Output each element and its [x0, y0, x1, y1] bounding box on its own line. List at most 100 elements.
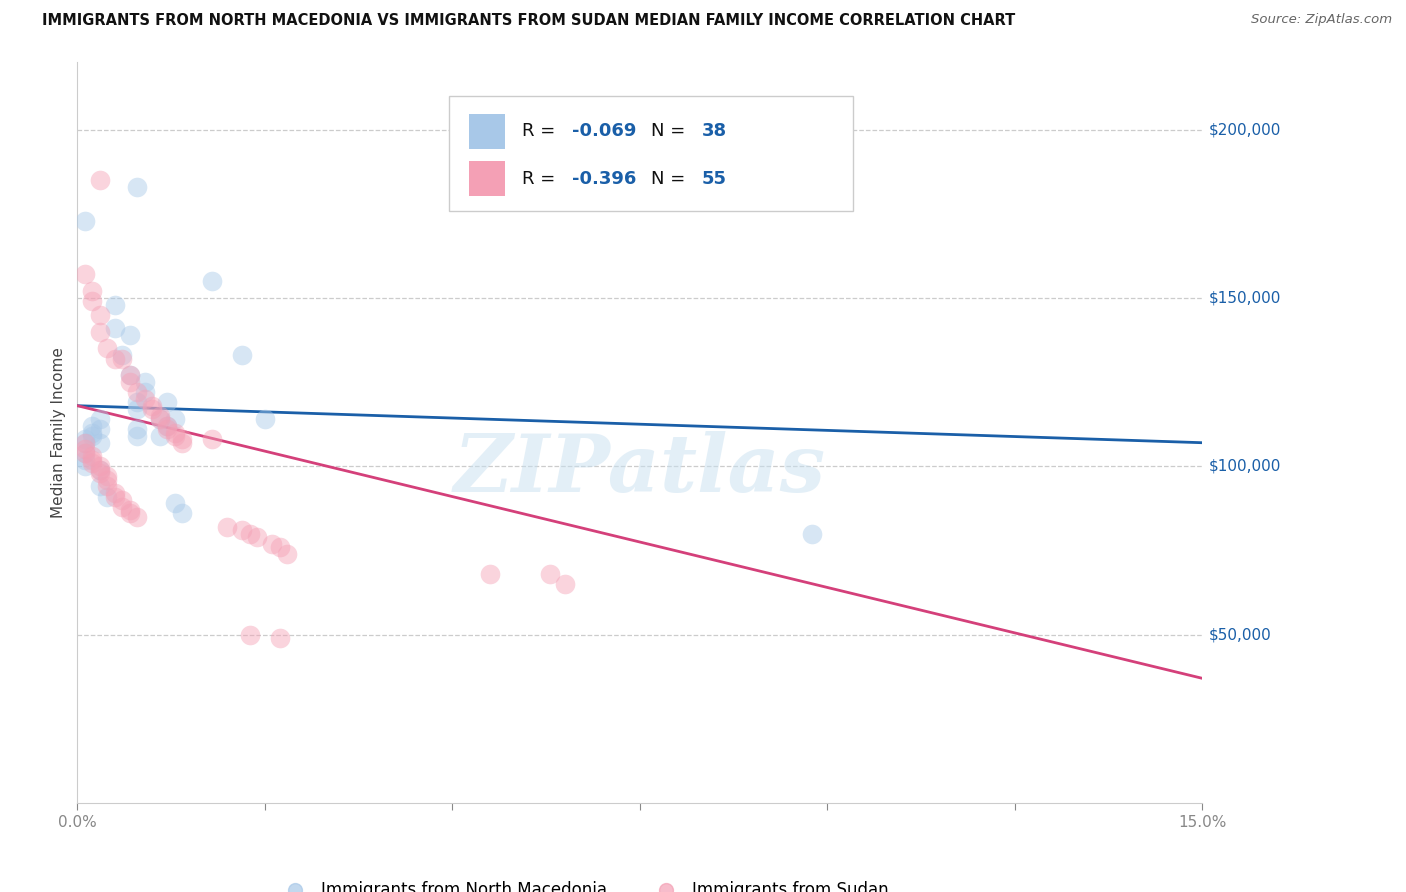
Point: [127, 395, 149, 409]
Point: [89, 412, 111, 426]
Point: [201, 274, 224, 288]
Y-axis label: Median Family Income: Median Family Income: [51, 347, 66, 518]
Point: [141, 402, 163, 417]
FancyBboxPatch shape: [449, 95, 853, 211]
Point: [82, 452, 104, 467]
Point: [163, 496, 186, 510]
Point: [239, 627, 262, 641]
Point: [127, 180, 149, 194]
Point: [127, 402, 149, 417]
Point: [104, 321, 127, 335]
Point: [801, 526, 824, 541]
Point: [82, 449, 104, 463]
Point: [73, 442, 96, 457]
Point: [149, 429, 172, 443]
Point: [156, 418, 179, 433]
Point: [89, 459, 111, 474]
Point: [82, 418, 104, 433]
Point: [104, 486, 127, 500]
Point: [111, 500, 134, 514]
Point: [82, 425, 104, 440]
Point: [156, 422, 179, 436]
Legend: Immigrants from North Macedonia, Immigrants from Sudan: Immigrants from North Macedonia, Immigra…: [271, 874, 896, 892]
Point: [89, 463, 111, 477]
Point: [73, 459, 96, 474]
Point: [73, 435, 96, 450]
Point: [118, 507, 141, 521]
Point: [269, 631, 291, 645]
Point: [134, 392, 156, 406]
Point: [118, 368, 141, 383]
Point: [82, 456, 104, 470]
Point: [89, 325, 111, 339]
Text: R =: R =: [522, 122, 561, 140]
Point: [118, 503, 141, 517]
Point: [554, 577, 576, 591]
Text: $200,000: $200,000: [1209, 122, 1281, 137]
Point: [149, 412, 172, 426]
Point: [96, 490, 118, 504]
Point: [127, 509, 149, 524]
Text: R =: R =: [522, 169, 561, 187]
Point: [104, 490, 127, 504]
Point: [118, 368, 141, 383]
Point: [111, 348, 134, 362]
Point: [96, 342, 118, 356]
Point: [478, 566, 501, 581]
Point: [127, 429, 149, 443]
Point: [89, 173, 111, 187]
Point: [89, 466, 111, 480]
Point: [104, 298, 127, 312]
Point: [217, 520, 239, 534]
FancyBboxPatch shape: [468, 113, 505, 149]
Point: [172, 507, 194, 521]
Text: -0.396: -0.396: [572, 169, 637, 187]
Point: [73, 435, 96, 450]
Point: [172, 435, 194, 450]
Point: [96, 473, 118, 487]
Point: [118, 375, 141, 389]
Point: [201, 433, 224, 447]
Point: [246, 530, 269, 544]
Point: [73, 446, 96, 460]
Point: [96, 479, 118, 493]
Point: [89, 463, 111, 477]
Point: [231, 523, 253, 537]
Text: N =: N =: [651, 169, 690, 187]
Point: [118, 328, 141, 343]
Point: [134, 385, 156, 400]
Text: N =: N =: [651, 122, 690, 140]
Point: [82, 429, 104, 443]
Point: [73, 268, 96, 282]
Point: [134, 375, 156, 389]
Point: [89, 479, 111, 493]
Point: [163, 429, 186, 443]
FancyBboxPatch shape: [468, 161, 505, 196]
Point: [156, 418, 179, 433]
Text: $150,000: $150,000: [1209, 291, 1281, 305]
Text: $100,000: $100,000: [1209, 458, 1281, 474]
Point: [239, 526, 262, 541]
Point: [156, 395, 179, 409]
Text: 55: 55: [702, 169, 727, 187]
Point: [149, 412, 172, 426]
Text: IMMIGRANTS FROM NORTH MACEDONIA VS IMMIGRANTS FROM SUDAN MEDIAN FAMILY INCOME CO: IMMIGRANTS FROM NORTH MACEDONIA VS IMMIG…: [42, 13, 1015, 29]
Point: [73, 213, 96, 227]
Point: [538, 566, 561, 581]
Text: -0.069: -0.069: [572, 122, 637, 140]
Text: 38: 38: [702, 122, 727, 140]
Point: [82, 285, 104, 299]
Point: [73, 452, 96, 467]
Point: [89, 422, 111, 436]
Text: ZIPatlas: ZIPatlas: [454, 431, 825, 508]
Point: [127, 422, 149, 436]
Point: [111, 492, 134, 507]
Point: [127, 385, 149, 400]
Text: Source: ZipAtlas.com: Source: ZipAtlas.com: [1251, 13, 1392, 27]
Point: [96, 469, 118, 483]
Point: [163, 412, 186, 426]
Point: [149, 409, 172, 423]
Point: [231, 348, 253, 362]
Point: [262, 537, 284, 551]
Point: [253, 412, 276, 426]
